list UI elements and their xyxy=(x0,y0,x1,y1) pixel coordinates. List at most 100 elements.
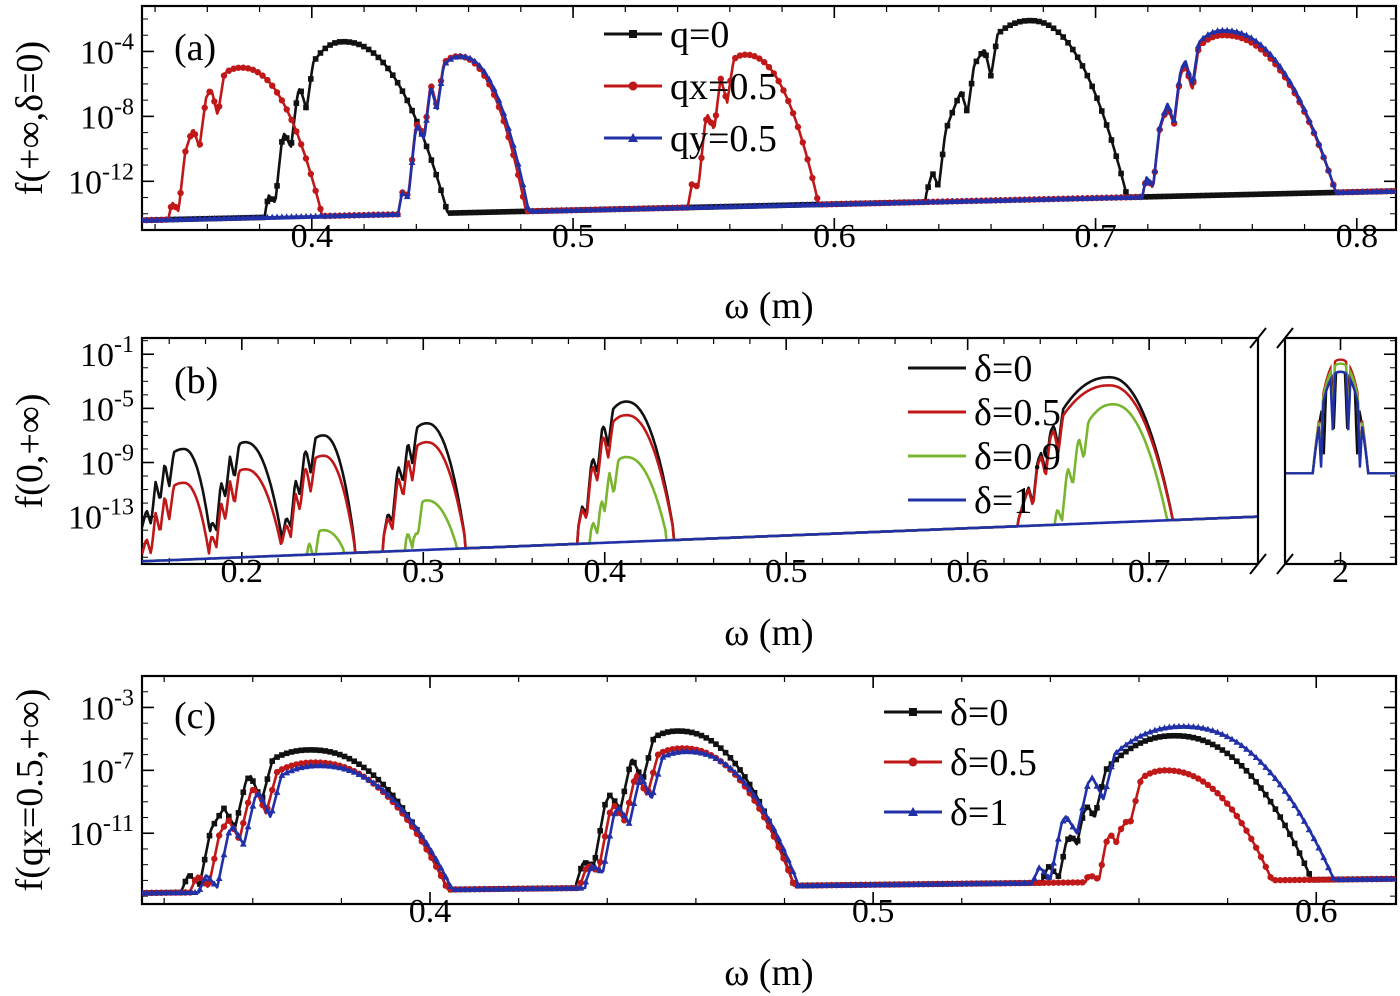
data-point xyxy=(1021,879,1029,886)
data-point xyxy=(490,885,498,892)
data-point xyxy=(857,881,865,888)
data-point xyxy=(577,879,585,887)
data-point xyxy=(250,778,256,784)
data-point xyxy=(206,215,213,222)
data-point xyxy=(1272,774,1279,782)
data-point xyxy=(818,200,826,208)
tick-base: 10 xyxy=(68,164,102,201)
data-point xyxy=(930,171,936,177)
data-point xyxy=(606,809,614,816)
panel-c: 0.4 0.5 0.610-310-710-11(c) δ=0δ=0.5δ=1ω (m… xyxy=(9,674,1398,994)
y-tick-label: 10-7 xyxy=(80,748,134,790)
tick-exponent: -3 xyxy=(114,685,134,711)
data-point xyxy=(640,777,647,784)
data-point xyxy=(1252,753,1260,761)
data-point xyxy=(731,202,739,210)
data-point xyxy=(274,183,280,189)
data-point xyxy=(1156,193,1163,200)
data-point xyxy=(312,762,320,769)
data-point xyxy=(698,154,705,162)
data-point xyxy=(157,889,165,896)
data-point xyxy=(370,50,377,56)
data-point xyxy=(336,751,343,758)
data-point xyxy=(225,817,233,824)
data-point xyxy=(476,885,484,892)
data-point xyxy=(380,59,386,66)
data-point xyxy=(1219,32,1226,39)
data-point xyxy=(673,204,681,211)
y-tick-label: 10-8 xyxy=(80,94,134,136)
data-point xyxy=(172,203,179,211)
y-tick-label: 10-5 xyxy=(80,386,134,428)
data-point xyxy=(1113,756,1120,763)
data-point xyxy=(543,207,551,214)
legend-label: δ=0.5 xyxy=(950,742,1037,784)
data-point xyxy=(1200,192,1206,199)
panel-label: (c) xyxy=(174,695,216,737)
data-point xyxy=(1277,876,1284,884)
data-point xyxy=(1079,815,1086,821)
data-point xyxy=(1065,40,1071,46)
data-point xyxy=(664,747,671,754)
data-point xyxy=(1050,25,1057,32)
data-point xyxy=(467,209,473,216)
data-point xyxy=(1161,733,1168,740)
data-point xyxy=(953,197,961,204)
data-point xyxy=(1281,876,1289,884)
series-group xyxy=(142,17,1396,224)
data-point xyxy=(438,187,444,194)
data-point xyxy=(1132,193,1139,200)
data-point xyxy=(982,196,990,204)
data-point xyxy=(529,207,537,214)
data-point xyxy=(963,107,970,114)
data-point xyxy=(457,210,464,216)
data-point xyxy=(1205,739,1211,746)
data-point xyxy=(143,889,151,896)
data-point xyxy=(722,760,729,768)
data-point xyxy=(259,213,266,221)
data-point xyxy=(1320,189,1327,196)
break-series-line-δ=0.5 xyxy=(1285,358,1396,475)
axis-break-mark xyxy=(1249,553,1267,575)
x-tick-label: 0.7 xyxy=(1074,218,1117,255)
data-point xyxy=(278,97,286,104)
data-point xyxy=(1084,874,1091,881)
data-point xyxy=(741,202,749,209)
data-point xyxy=(1137,740,1144,746)
data-point xyxy=(279,752,285,758)
data-point xyxy=(1006,196,1014,203)
data-point xyxy=(1011,196,1019,203)
data-point xyxy=(775,834,783,842)
data-point xyxy=(514,885,522,892)
data-point xyxy=(230,214,238,221)
data-point xyxy=(771,829,777,836)
data-point xyxy=(428,157,435,163)
data-point xyxy=(1223,26,1231,34)
data-point xyxy=(1392,875,1396,882)
data-point xyxy=(693,203,701,210)
data-point xyxy=(345,211,353,219)
data-point xyxy=(1030,874,1038,881)
data-point xyxy=(1079,879,1086,886)
data-point xyxy=(596,867,604,874)
data-point xyxy=(1387,187,1395,194)
data-point xyxy=(1175,79,1183,86)
data-point xyxy=(1276,781,1284,788)
data-point xyxy=(987,879,995,887)
data-point xyxy=(959,91,965,98)
data-point xyxy=(1190,192,1197,199)
data-point xyxy=(1165,723,1173,730)
data-point xyxy=(765,63,773,71)
data-point xyxy=(384,210,392,218)
data-point xyxy=(1238,741,1246,749)
data-point xyxy=(538,207,546,214)
data-point xyxy=(905,198,913,205)
data-point xyxy=(944,880,951,887)
data-point xyxy=(1325,876,1332,883)
tick-exponent: -9 xyxy=(114,441,134,467)
data-point xyxy=(789,867,797,875)
y-tick-label: 10-12 xyxy=(68,159,134,201)
data-point xyxy=(765,815,773,823)
data-point xyxy=(322,45,329,52)
data-point xyxy=(1243,191,1250,198)
